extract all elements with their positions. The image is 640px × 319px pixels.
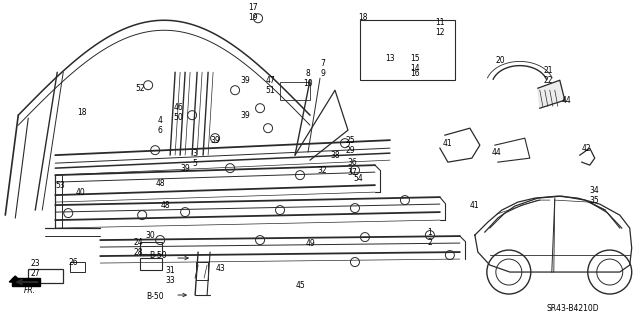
Text: 41: 41 <box>443 139 452 148</box>
Text: 16: 16 <box>410 69 420 78</box>
Text: 46
50: 46 50 <box>173 103 183 122</box>
Text: 44: 44 <box>562 96 572 105</box>
Text: SR43-B4210D: SR43-B4210D <box>547 303 599 313</box>
Text: 54: 54 <box>353 174 363 182</box>
Text: 13: 13 <box>385 54 395 63</box>
Text: 18: 18 <box>77 108 87 117</box>
Text: 32: 32 <box>317 166 327 174</box>
Bar <box>70 262 85 272</box>
Text: 39: 39 <box>240 76 250 85</box>
FancyArrow shape <box>9 276 21 282</box>
Text: 18: 18 <box>358 13 368 22</box>
Text: 48: 48 <box>156 179 165 188</box>
Text: 24
28: 24 28 <box>133 238 143 256</box>
Bar <box>140 258 162 270</box>
Bar <box>28 269 63 283</box>
Text: 49: 49 <box>305 239 315 248</box>
Text: 42: 42 <box>582 144 591 153</box>
Text: B-50: B-50 <box>147 292 164 300</box>
Bar <box>140 242 162 254</box>
Text: FR.: FR. <box>24 286 36 294</box>
Bar <box>360 20 455 80</box>
Text: 17
19: 17 19 <box>248 3 258 22</box>
Text: 38: 38 <box>330 151 340 160</box>
Text: 43: 43 <box>215 263 225 272</box>
Text: 40: 40 <box>76 188 85 197</box>
Text: 1
2: 1 2 <box>428 227 432 247</box>
Text: 36
37: 36 37 <box>347 158 357 177</box>
Text: 15
14: 15 14 <box>410 54 420 73</box>
Text: 30: 30 <box>145 231 155 240</box>
Text: 20: 20 <box>495 56 505 65</box>
Bar <box>280 82 310 100</box>
Polygon shape <box>538 80 564 108</box>
Text: 39: 39 <box>240 111 250 120</box>
Text: 53: 53 <box>55 181 65 189</box>
Text: 11
12: 11 12 <box>435 18 445 37</box>
Text: 34
35: 34 35 <box>590 186 600 204</box>
FancyArrow shape <box>12 278 40 286</box>
Text: 25
29: 25 29 <box>345 136 355 155</box>
Text: 52: 52 <box>135 84 145 93</box>
Text: 47
51: 47 51 <box>265 76 275 95</box>
Bar <box>196 262 208 280</box>
Text: 4
6: 4 6 <box>157 116 163 135</box>
Text: 26: 26 <box>68 257 78 267</box>
Text: 23
27: 23 27 <box>31 258 40 278</box>
Text: 41: 41 <box>470 201 479 210</box>
Text: 39: 39 <box>210 136 220 145</box>
Text: 44: 44 <box>492 148 502 157</box>
Text: 39: 39 <box>180 164 190 173</box>
Text: 8
10: 8 10 <box>303 69 313 88</box>
Text: 45: 45 <box>295 280 305 290</box>
Text: 3
5: 3 5 <box>193 149 198 168</box>
Text: 21
22: 21 22 <box>543 66 552 85</box>
Text: 48: 48 <box>161 201 170 210</box>
Text: B-50: B-50 <box>149 250 167 260</box>
Text: 7
9: 7 9 <box>321 59 325 78</box>
Text: 31
33: 31 33 <box>165 265 175 285</box>
